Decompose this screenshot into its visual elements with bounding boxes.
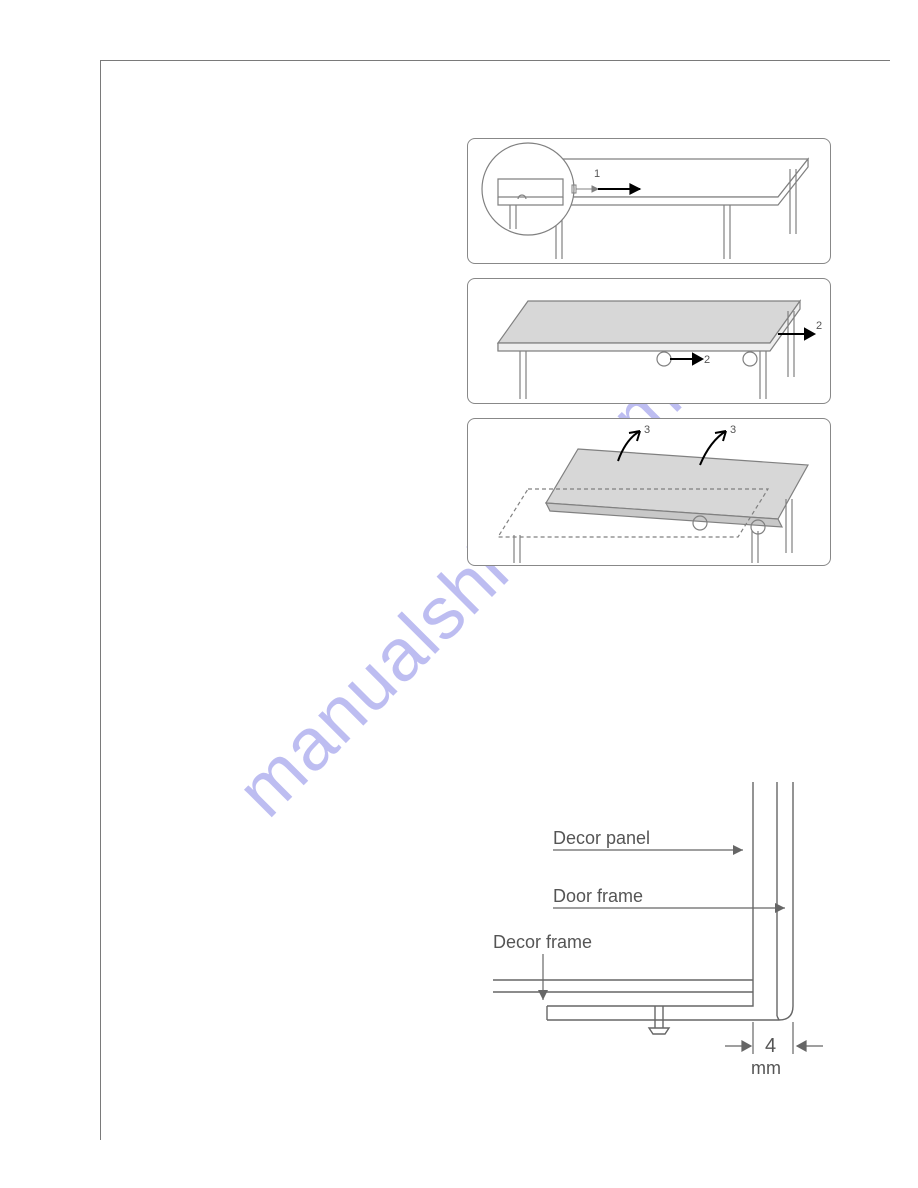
gap-value: 4 xyxy=(765,1035,776,1057)
figure-step-3: 3 3 xyxy=(467,418,831,566)
figure-step-3-svg: 3 3 xyxy=(468,419,830,565)
figure-cross-section-svg: Decor panel Door frame Decor frame xyxy=(493,782,829,1090)
gap-unit: mm xyxy=(751,1058,781,1078)
figure-step-1-svg: 1 xyxy=(468,139,830,263)
label-door-frame: Door frame xyxy=(553,886,643,906)
figure-step-2-svg: 2 2 xyxy=(468,279,830,403)
label-decor-panel: Decor panel xyxy=(553,828,650,848)
rule-top xyxy=(100,60,890,61)
figure-step-2: 2 2 xyxy=(467,278,831,404)
figure-cross-section: Decor panel Door frame Decor frame xyxy=(493,782,829,1090)
figure-step-1: 1 xyxy=(467,138,831,264)
step-1-label: 1 xyxy=(594,168,600,180)
manual-page: manualshive.com xyxy=(0,0,918,1188)
step-2-label-a: 2 xyxy=(704,354,710,366)
step-2-label-b: 2 xyxy=(816,320,822,332)
step-3-label-a: 3 xyxy=(644,424,650,436)
label-decor-frame: Decor frame xyxy=(493,932,592,952)
rule-left xyxy=(100,60,101,1140)
step-3-label-b: 3 xyxy=(730,424,736,436)
